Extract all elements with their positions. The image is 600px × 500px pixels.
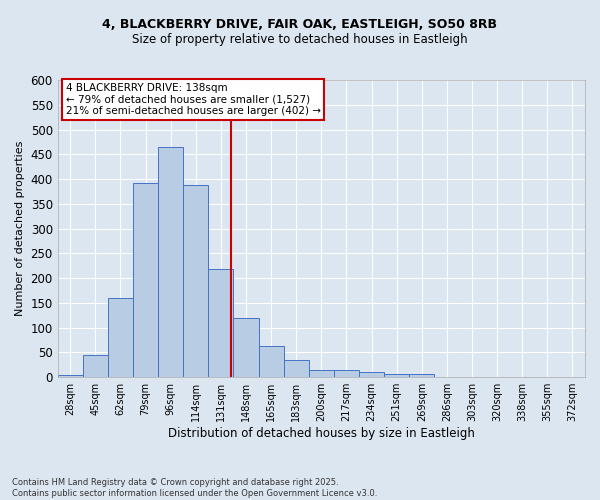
Text: Contains HM Land Registry data © Crown copyright and database right 2025.
Contai: Contains HM Land Registry data © Crown c… xyxy=(12,478,377,498)
Bar xyxy=(133,183,158,377)
Bar xyxy=(83,356,108,377)
Bar xyxy=(409,374,434,377)
Text: 4, BLACKBERRY DRIVE, FAIR OAK, EASTLEIGH, SO50 8RB: 4, BLACKBERRY DRIVE, FAIR OAK, EASTLEIGH… xyxy=(103,18,497,30)
Bar xyxy=(284,360,309,377)
X-axis label: Distribution of detached houses by size in Eastleigh: Distribution of detached houses by size … xyxy=(168,427,475,440)
Bar xyxy=(108,298,133,377)
Bar xyxy=(158,148,183,377)
Y-axis label: Number of detached properties: Number of detached properties xyxy=(15,141,25,316)
Bar xyxy=(309,370,334,377)
Bar xyxy=(259,346,284,377)
Bar xyxy=(359,372,384,377)
Bar xyxy=(58,374,83,377)
Bar xyxy=(334,370,359,377)
Text: 4 BLACKBERRY DRIVE: 138sqm
← 79% of detached houses are smaller (1,527)
21% of s: 4 BLACKBERRY DRIVE: 138sqm ← 79% of deta… xyxy=(65,83,320,116)
Text: Size of property relative to detached houses in Eastleigh: Size of property relative to detached ho… xyxy=(132,33,468,46)
Bar xyxy=(384,374,409,377)
Bar xyxy=(233,318,259,377)
Bar xyxy=(208,268,233,377)
Bar xyxy=(183,185,208,377)
